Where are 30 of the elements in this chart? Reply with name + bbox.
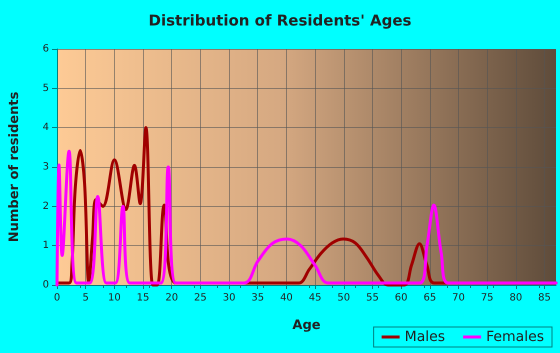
x-tick-label: 55 (366, 292, 379, 304)
y-tick-label: 2 (42, 200, 49, 212)
legend-label: Females (486, 329, 544, 345)
y-tick-label: 5 (42, 82, 49, 94)
y-tick-label: 4 (42, 122, 49, 134)
y-tick-label: 6 (42, 44, 49, 54)
x-tick-label: 45 (308, 292, 322, 304)
x-tick-label: 35 (251, 292, 264, 304)
x-tick-label: 85 (538, 292, 551, 304)
y-tick-label: 3 (42, 162, 49, 172)
x-tick-label: 0 (54, 292, 60, 304)
x-tick-label: 30 (222, 292, 236, 304)
x-tick-label: 40 (280, 292, 293, 304)
x-tick-label: 15 (136, 292, 150, 304)
y-axis-title: Number of residents (7, 91, 22, 242)
x-tick-label: 70 (452, 292, 465, 304)
y-tick-label: 1 (42, 240, 49, 252)
x-tick-label: 5 (82, 292, 89, 304)
x-tick-label: 10 (108, 292, 121, 304)
x-tick-label: 25 (194, 292, 207, 304)
x-tick-label: 65 (423, 292, 436, 304)
x-axis-title: Age (292, 318, 321, 333)
x-tick-label: 20 (165, 292, 178, 304)
chart-title: Distribution of Residents' Ages (148, 12, 412, 30)
x-tick-label: 60 (394, 292, 408, 304)
y-tick-label: 0 (42, 280, 49, 290)
legend-label: Males (404, 329, 446, 345)
x-tick-label: 50 (337, 292, 350, 304)
x-tick-label: 75 (480, 292, 494, 304)
x-tick-label: 80 (509, 292, 522, 304)
